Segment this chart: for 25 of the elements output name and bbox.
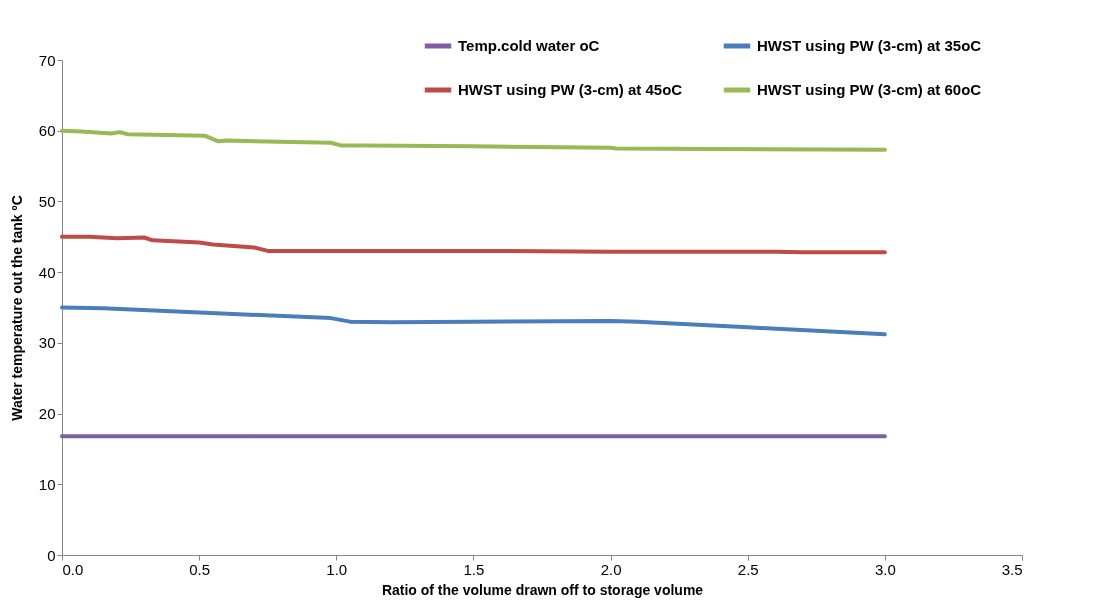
legend-label: Temp.cold water oC: [458, 37, 600, 54]
x-tick-label: 0.0: [62, 560, 84, 578]
line-series: [60, 234, 887, 255]
x-tick-label: 2.0: [600, 560, 622, 578]
x-tick-label: 1.5: [463, 560, 485, 578]
x-tick-label: 1.0: [326, 560, 348, 578]
legend-label: HWST using PW (3-cm) at 35oC: [757, 37, 982, 54]
x-tick-label: 3.0: [874, 560, 896, 578]
y-tick-label: 70: [38, 51, 56, 69]
y-tick-label: 30: [38, 334, 56, 352]
x-tick-label: 0.5: [189, 560, 211, 578]
x-tick-label: 2.5: [737, 560, 759, 578]
y-tick-label: 0: [47, 546, 56, 564]
x-axis-title: Ratio of the volume drawn off to storage volume: [381, 581, 704, 598]
line-series: [60, 305, 887, 337]
legend-label: HWST using PW (3-cm) at 60oC: [757, 81, 982, 98]
line-series: [60, 128, 887, 152]
y-tick-label: 40: [38, 263, 56, 281]
legend-label: HWST using PW (3-cm) at 45oC: [458, 81, 683, 98]
y-tick-label: 10: [38, 475, 56, 493]
y-tick-label: 60: [38, 122, 56, 140]
y-tick-label: 50: [38, 192, 56, 210]
x-tick-label: 3.5: [1001, 560, 1023, 578]
y-axis-title: Water temperature out the tank ºC: [8, 195, 25, 421]
y-tick-label: 20: [38, 405, 56, 423]
